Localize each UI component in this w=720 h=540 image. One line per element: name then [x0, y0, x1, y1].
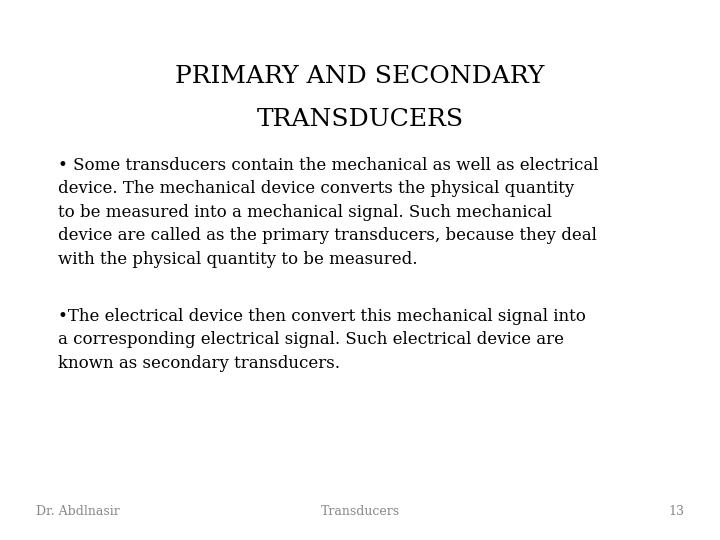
Text: Transducers: Transducers — [320, 505, 400, 518]
Text: Dr. Abdlnasir: Dr. Abdlnasir — [36, 505, 120, 518]
Text: • Some transducers contain the mechanical as well as electrical
device. The mech: • Some transducers contain the mechanica… — [58, 157, 598, 268]
Text: •The electrical device then convert this mechanical signal into
a corresponding : •The electrical device then convert this… — [58, 308, 585, 372]
Text: 13: 13 — [668, 505, 684, 518]
Text: TRANSDUCERS: TRANSDUCERS — [256, 108, 464, 131]
Text: PRIMARY AND SECONDARY: PRIMARY AND SECONDARY — [175, 65, 545, 88]
